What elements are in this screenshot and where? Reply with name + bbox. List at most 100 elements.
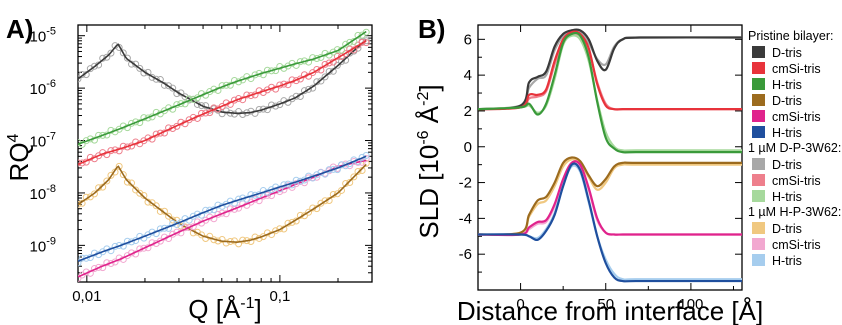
data-marker [78,259,82,267]
data-marker [354,167,362,175]
data-marker [78,200,82,208]
data-marker [321,170,329,178]
data-marker [321,197,329,205]
data-marker [103,53,111,61]
data-marker [115,162,123,170]
data-marker [222,81,230,89]
data-marker [362,151,370,159]
data-marker [136,64,144,72]
data-marker [247,238,255,246]
data-marker [218,102,226,110]
data-marker [198,102,206,110]
data-marker [272,85,280,93]
data-marker [276,62,284,70]
legend-group-title: 1 µM H-P-3W62: [748,205,841,219]
y-tick-label-b: 2 [464,103,472,120]
data-marker [107,49,115,57]
sld-profile-line [478,156,742,236]
data-marker [346,179,354,186]
data-marker [169,84,177,92]
fit-line [78,38,367,115]
sld-profile-line [478,31,742,154]
legend-swatch [752,110,765,122]
y-tick-label-b: 6 [464,31,472,48]
data-marker [251,109,259,117]
fit-line [78,40,367,166]
data-marker [333,190,341,198]
sld-profile-line [478,32,742,111]
data-marker [276,185,284,193]
data-marker [239,111,247,119]
data-marker [230,237,238,245]
data-marker [288,218,296,226]
legend-swatch [752,254,765,266]
legend-item-label: D-tris [772,46,802,60]
data-marker [152,202,160,210]
y-tick-label-a: 10-5 [30,26,56,46]
data-marker [230,199,238,207]
data-marker [325,59,333,67]
legend-item-label: H-tris [772,78,802,92]
data-marker [103,177,111,185]
data-marker [169,216,177,224]
x-tick-label-b: 100 [678,296,703,313]
data-marker [338,57,346,65]
data-marker [177,100,185,108]
y-tick-label-b: -6 [459,246,472,263]
data-marker [111,42,119,50]
legend-item-label: H-tris [772,126,802,140]
x-tick-label-a: 0,1 [269,288,290,305]
data-marker [321,73,329,81]
y-tick-label-a: 10-8 [30,183,56,203]
legend: Pristine bilayer: D-tris cmSi-tris H-tris D-… [748,29,841,268]
legend-swatch [752,238,765,250]
data-marker [115,147,123,155]
fit-line [78,163,367,243]
legend-item-label: cmSi-tris [772,238,821,252]
y-tick-label-b: -2 [459,175,472,192]
data-marker [90,190,98,198]
data-marker [235,240,243,248]
fit-line [78,159,367,278]
data-marker [342,180,350,187]
legend-item-label: cmSi-tris [772,174,821,188]
x-axis-title-b: Distance from interface [Å] [457,296,763,325]
data-marker [346,38,354,46]
data-marker [350,173,358,181]
data-marker [156,129,164,137]
legend-swatch [752,190,765,202]
data-marker [362,28,370,36]
data-marker [78,75,82,83]
data-marker [156,237,164,245]
data-marker [90,62,98,70]
legend-item-label: D-tris [772,222,802,236]
panel-a-label: A) [6,14,33,44]
plot-frame-b [477,24,743,291]
y-tick-label-b: 0 [464,139,472,156]
data-marker [305,208,313,216]
data-marker [95,263,103,271]
legend-group-title: Pristine bilayer: [748,29,833,43]
x-axis-title-a: Q [Å-1] [188,294,261,324]
data-marker [123,178,131,186]
sld-profile-line [478,30,742,111]
data-marker [317,77,325,85]
plot-frame-a [77,24,373,283]
sld-profile-line [478,29,742,111]
legend-swatch [752,174,765,186]
legend-item-label: H-tris [772,190,802,204]
data-marker [362,155,370,163]
data-marker [103,151,111,159]
legend-swatch [752,78,765,90]
data-marker [222,239,230,247]
plot-area-b [478,28,742,283]
sld-profile-line [478,160,742,237]
legend-swatch [752,94,765,106]
legend-item-label: H-tris [772,254,802,268]
legend-item-label: D-tris [772,158,802,172]
y-tick-label-b: -4 [459,210,472,227]
panel-b-chart: 0 50 100 -6 -4 -2 0 2 4 6 Distance from interface … [414,24,763,325]
x-tick-label-b: 0 [516,296,524,313]
data-marker [78,159,86,167]
